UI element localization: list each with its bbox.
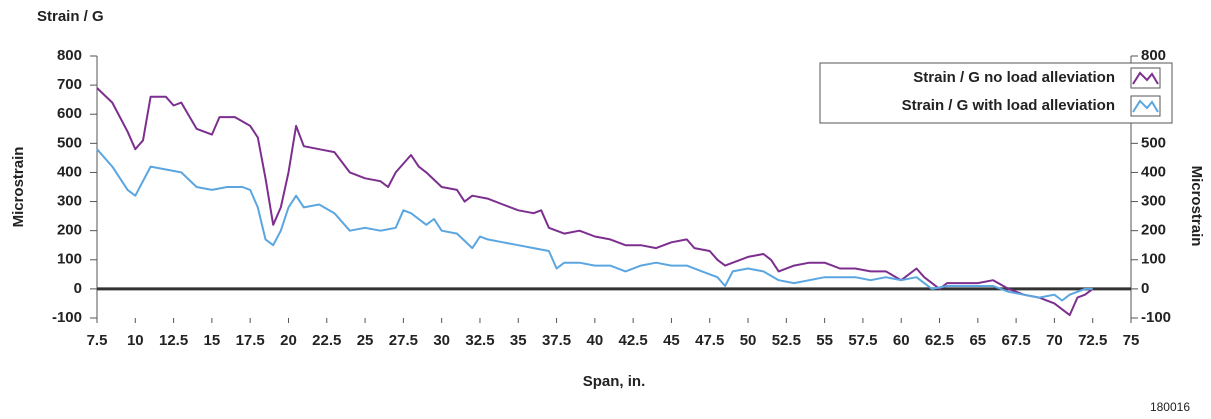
x-tick-label: 30 bbox=[433, 332, 450, 349]
y2-tick-label: 800 bbox=[1141, 47, 1166, 64]
y2-tick-label: 200 bbox=[1141, 222, 1166, 239]
x-tick-label: 75 bbox=[1123, 332, 1140, 349]
x-tick-label: 55 bbox=[816, 332, 833, 349]
y-tick-label: 300 bbox=[57, 193, 82, 210]
x-tick-label: 70 bbox=[1046, 332, 1063, 349]
legend-swatch bbox=[1132, 71, 1159, 85]
x-tick-label: 37.5 bbox=[542, 332, 571, 349]
series-line bbox=[96, 87, 1094, 317]
y2-tick-label: 400 bbox=[1141, 163, 1166, 180]
y-tick-label: 200 bbox=[57, 222, 82, 239]
x-tick-label: 20 bbox=[280, 332, 297, 349]
x-tick-label: 52.5 bbox=[772, 332, 801, 349]
x-tick-label: 57.5 bbox=[848, 332, 877, 349]
x-tick-label: 15 bbox=[204, 332, 221, 349]
y2-tick-label: 500 bbox=[1141, 134, 1166, 151]
x-tick-label: 50 bbox=[740, 332, 757, 349]
legend-label: Strain / G with load alleviation bbox=[902, 97, 1115, 114]
y-tick-label: 0 bbox=[74, 280, 82, 297]
x-tick-label: 35 bbox=[510, 332, 527, 349]
x-tick-label: 67.5 bbox=[1002, 332, 1031, 349]
series-line bbox=[96, 148, 1093, 302]
x-tick-label: 42.5 bbox=[619, 332, 648, 349]
x-tick-label: 60 bbox=[893, 332, 910, 349]
y2-tick-label: 300 bbox=[1141, 193, 1166, 210]
x-tick-label: 12.5 bbox=[159, 332, 188, 349]
x-tick-label: 40 bbox=[587, 332, 604, 349]
y-tick-label: -100 bbox=[52, 309, 82, 326]
legend-box bbox=[819, 62, 1173, 124]
y-tick-label: 800 bbox=[57, 47, 82, 64]
y2-axis-label: Microstrain bbox=[1188, 166, 1205, 247]
x-tick-label: 65 bbox=[969, 332, 986, 349]
x-tick-label: 25 bbox=[357, 332, 374, 349]
x-tick-label: 17.5 bbox=[236, 332, 265, 349]
y2-tick-label: -100 bbox=[1141, 309, 1171, 326]
x-axis-label: Span, in. bbox=[583, 373, 646, 390]
y-tick-label: 100 bbox=[57, 251, 82, 268]
x-tick-label: 7.5 bbox=[87, 332, 108, 349]
y-tick-label: 400 bbox=[57, 163, 82, 180]
y2-tick-label: 0 bbox=[1141, 280, 1149, 297]
x-tick-label: 32.5 bbox=[465, 332, 494, 349]
legend-label: Strain / G no load alleviation bbox=[913, 69, 1115, 86]
x-tick-label: 27.5 bbox=[389, 332, 418, 349]
legend-swatch bbox=[1132, 99, 1159, 113]
x-tick-label: 72.5 bbox=[1078, 332, 1107, 349]
x-tick-label: 45 bbox=[663, 332, 680, 349]
y-tick-label: 500 bbox=[57, 134, 82, 151]
chart-title: Strain / G bbox=[37, 8, 104, 25]
y-tick-label: 600 bbox=[57, 105, 82, 122]
y-tick-label: 700 bbox=[57, 76, 82, 93]
x-tick-label: 47.5 bbox=[695, 332, 724, 349]
x-tick-label: 10 bbox=[127, 332, 144, 349]
figure-number: 180016 bbox=[1150, 400, 1190, 414]
y2-tick-label: 100 bbox=[1141, 251, 1166, 268]
x-tick-label: 22.5 bbox=[312, 332, 341, 349]
x-tick-label: 62.5 bbox=[925, 332, 954, 349]
y-axis-label: Microstrain bbox=[10, 147, 27, 228]
